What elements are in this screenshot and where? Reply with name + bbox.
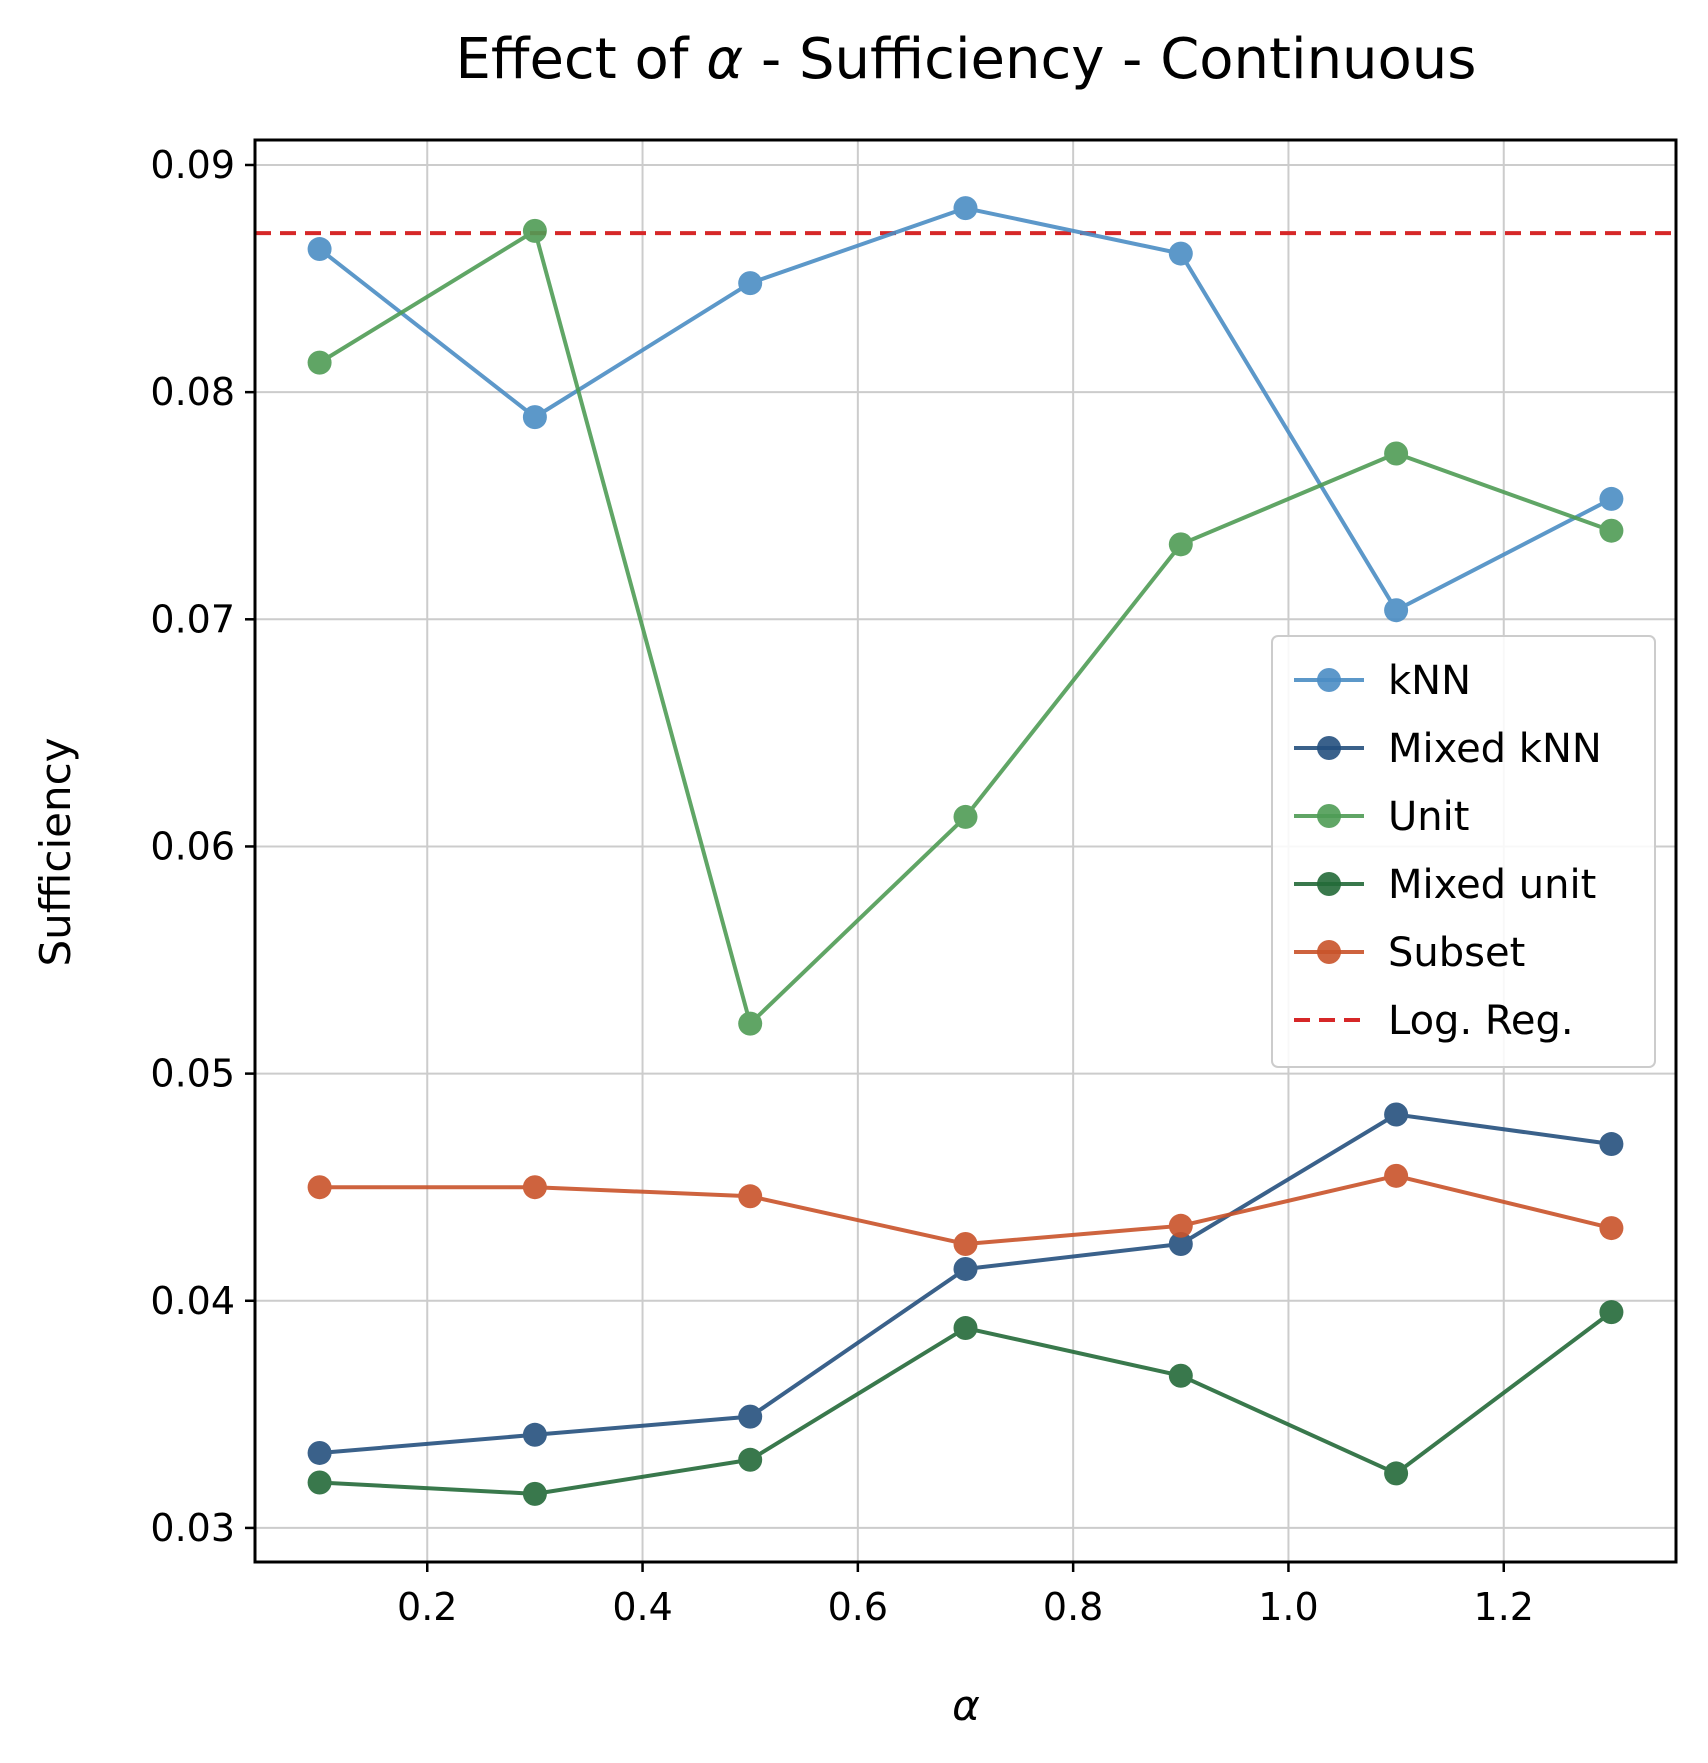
x-tick-label: 1.0 bbox=[1258, 1585, 1318, 1629]
data-point-mixed-unit bbox=[522, 1481, 547, 1506]
data-point-unit bbox=[953, 804, 978, 829]
series-mixed-unit bbox=[307, 1300, 1624, 1506]
data-point-subset bbox=[307, 1175, 332, 1200]
series-knn bbox=[307, 196, 1624, 623]
legend-swatch-marker bbox=[1317, 872, 1341, 896]
data-point-unit bbox=[307, 350, 332, 375]
data-point-unit bbox=[1384, 441, 1409, 466]
series-line-knn bbox=[318, 206, 1613, 613]
data-point-mixed-knn bbox=[1384, 1102, 1409, 1127]
series-layer bbox=[307, 196, 1624, 1506]
y-tick-label: 0.05 bbox=[150, 1052, 235, 1096]
legend-swatch-marker bbox=[1317, 804, 1341, 828]
data-point-knn bbox=[953, 196, 978, 221]
legend-item-knn: kNN bbox=[1294, 658, 1471, 704]
data-point-knn bbox=[1599, 486, 1624, 511]
data-point-subset bbox=[953, 1231, 978, 1256]
legend: kNN Mixed kNN Unit Mixed unit Subset Log. Reg… bbox=[1271, 635, 1656, 1068]
y-tick-label: 0.09 bbox=[150, 143, 235, 187]
y-tick-label: 0.04 bbox=[150, 1279, 235, 1323]
legend-swatch-marker bbox=[1317, 736, 1341, 760]
legend-swatch-marker bbox=[1317, 940, 1341, 964]
data-point-mixed-knn bbox=[738, 1404, 763, 1429]
data-point-knn bbox=[1384, 598, 1409, 623]
x-tick-label: 1.2 bbox=[1474, 1585, 1534, 1629]
ticks: 0.2 0.4 0.6 0.8 1.0 1.2 0.03 0.04 0.05 0.06 0.07 0.… bbox=[150, 143, 1534, 1629]
data-point-mixed-knn bbox=[953, 1256, 978, 1281]
data-point-mixed-unit bbox=[307, 1470, 332, 1495]
y-axis-label: Sufficiency bbox=[31, 737, 80, 966]
y-tick-label: 0.07 bbox=[150, 597, 235, 641]
series-unit bbox=[307, 218, 1624, 1036]
data-point-mixed-knn bbox=[1168, 1231, 1193, 1256]
data-point-subset bbox=[1168, 1213, 1193, 1238]
data-point-knn bbox=[307, 237, 332, 262]
legend-swatch-marker bbox=[1317, 668, 1341, 692]
legend-box bbox=[1271, 635, 1656, 1068]
series-subset bbox=[307, 1163, 1624, 1256]
data-point-unit bbox=[522, 218, 547, 243]
legend-label: Unit bbox=[1388, 794, 1469, 840]
legend-label: kNN bbox=[1388, 658, 1471, 704]
x-axis-label: α bbox=[952, 1681, 980, 1730]
y-tick-label: 0.03 bbox=[150, 1506, 235, 1550]
data-point-unit bbox=[1168, 532, 1193, 557]
data-point-mixed-knn bbox=[307, 1440, 332, 1465]
x-tick-label: 0.8 bbox=[1043, 1585, 1103, 1629]
x-tick-label: 0.4 bbox=[612, 1585, 672, 1629]
data-point-mixed-unit bbox=[1599, 1300, 1624, 1325]
x-tick-label: 0.6 bbox=[828, 1585, 888, 1629]
legend-label: Mixed unit bbox=[1388, 862, 1596, 908]
data-point-knn bbox=[1168, 241, 1193, 266]
y-tick-label: 0.08 bbox=[150, 370, 235, 414]
legend-item-subset: Subset bbox=[1294, 930, 1525, 976]
legend-label: Subset bbox=[1388, 930, 1525, 976]
legend-label: Mixed kNN bbox=[1388, 726, 1602, 772]
data-point-mixed-unit bbox=[738, 1447, 763, 1472]
x-tick-label: 0.2 bbox=[397, 1585, 457, 1629]
data-point-subset bbox=[1599, 1216, 1624, 1241]
data-point-mixed-unit bbox=[1168, 1363, 1193, 1388]
data-point-knn bbox=[738, 271, 763, 296]
data-point-subset bbox=[1384, 1163, 1409, 1188]
series-mixed-knn bbox=[307, 1102, 1624, 1465]
data-point-mixed-knn bbox=[522, 1422, 547, 1447]
data-point-mixed-unit bbox=[953, 1316, 978, 1341]
legend-item-mixed-knn: Mixed kNN bbox=[1294, 726, 1602, 772]
chart-title: Effect of α - Sufficiency - Continuous bbox=[456, 27, 1477, 92]
data-point-mixed-knn bbox=[1599, 1132, 1624, 1157]
series-line-mixed-knn bbox=[319, 1112, 1612, 1455]
plot-frame bbox=[253, 138, 1678, 1564]
legend-item-mixed-unit: Mixed unit bbox=[1294, 862, 1596, 908]
data-point-mixed-unit bbox=[1384, 1461, 1409, 1486]
y-tick-label: 0.06 bbox=[150, 824, 235, 868]
data-point-unit bbox=[738, 1011, 763, 1036]
legend-item-log-reg-: Log. Reg. bbox=[1294, 998, 1574, 1044]
data-point-knn bbox=[522, 405, 547, 430]
data-point-subset bbox=[738, 1184, 763, 1209]
legend-label: Log. Reg. bbox=[1388, 998, 1574, 1044]
legend-item-unit: Unit bbox=[1294, 794, 1469, 840]
data-point-unit bbox=[1599, 518, 1624, 543]
data-point-subset bbox=[522, 1175, 547, 1200]
